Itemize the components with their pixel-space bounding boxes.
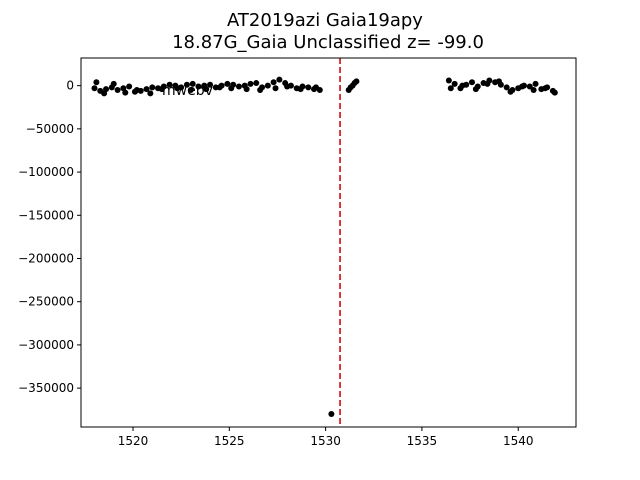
y-tick-label: −50000 xyxy=(26,122,74,136)
data-point xyxy=(114,86,121,93)
x-tick-label: 1535 xyxy=(407,434,438,448)
data-point xyxy=(484,80,491,87)
data-point xyxy=(147,90,154,97)
x-tick-label: 1530 xyxy=(310,434,341,448)
y-tick-label: −150000 xyxy=(18,208,74,222)
data-point xyxy=(174,85,181,92)
y-tick-label: −350000 xyxy=(18,381,74,395)
y-tick-label: −250000 xyxy=(18,295,74,309)
data-point xyxy=(189,80,196,87)
data-point xyxy=(305,84,312,91)
data-point xyxy=(91,85,98,92)
data-point xyxy=(532,80,539,87)
data-point xyxy=(101,90,108,97)
data-point xyxy=(216,84,223,91)
data-point xyxy=(224,80,231,87)
data-point xyxy=(149,84,156,91)
chart-title-line1: AT2019azi Gaia19apy xyxy=(227,10,423,31)
data-point xyxy=(195,83,202,90)
data-point xyxy=(353,78,360,85)
data-point xyxy=(270,79,277,86)
data-point xyxy=(551,89,558,96)
data-point xyxy=(158,86,165,93)
data-point xyxy=(503,84,510,91)
data-point xyxy=(228,85,235,92)
y-tick-label: −100000 xyxy=(18,165,74,179)
data-point xyxy=(187,86,194,93)
data-point xyxy=(328,411,335,418)
data-point xyxy=(297,86,304,93)
data-point xyxy=(519,83,526,90)
data-point xyxy=(207,81,214,88)
data-point xyxy=(507,88,514,95)
y-tick-label: −200000 xyxy=(18,251,74,265)
data-point xyxy=(530,86,537,93)
data-point xyxy=(110,80,117,87)
y-tick-label: −300000 xyxy=(18,338,74,352)
x-tick-label: 1525 xyxy=(214,434,245,448)
data-point xyxy=(264,82,271,89)
x-tick-label: 1540 xyxy=(503,434,534,448)
data-point xyxy=(459,82,466,89)
data-point xyxy=(143,86,150,93)
data-point xyxy=(472,86,479,93)
data-point xyxy=(247,80,254,87)
plot-frame xyxy=(80,57,577,428)
data-point xyxy=(203,86,210,93)
data-point xyxy=(183,81,190,88)
data-point xyxy=(284,83,291,90)
data-point xyxy=(468,79,475,86)
data-point xyxy=(445,77,452,84)
annotation-label: mwebv xyxy=(162,83,213,99)
data-point xyxy=(235,83,242,90)
data-point xyxy=(122,89,129,96)
data-point xyxy=(447,85,454,92)
chart-title-line2: 18.87G_Gaia Unclassified z= -99.0 xyxy=(172,32,484,53)
data-point xyxy=(312,84,319,91)
data-point xyxy=(451,80,458,87)
tick-marks: 1520 1525 1530 1535 1540 0 −50000 −100000 −15000… xyxy=(18,79,533,448)
data-point xyxy=(253,80,260,87)
data-point xyxy=(495,78,502,85)
data-point xyxy=(126,83,133,90)
data-point xyxy=(542,85,549,92)
x-tick-label: 1520 xyxy=(118,434,149,448)
data-point xyxy=(272,85,279,92)
y-tick-label: 0 xyxy=(66,79,74,93)
data-point xyxy=(257,86,264,93)
data-point xyxy=(133,86,140,93)
data-point xyxy=(276,76,283,83)
data-points xyxy=(91,76,558,418)
data-point xyxy=(526,83,533,90)
data-point xyxy=(243,86,250,93)
data-point xyxy=(166,81,173,88)
data-point xyxy=(93,79,100,86)
